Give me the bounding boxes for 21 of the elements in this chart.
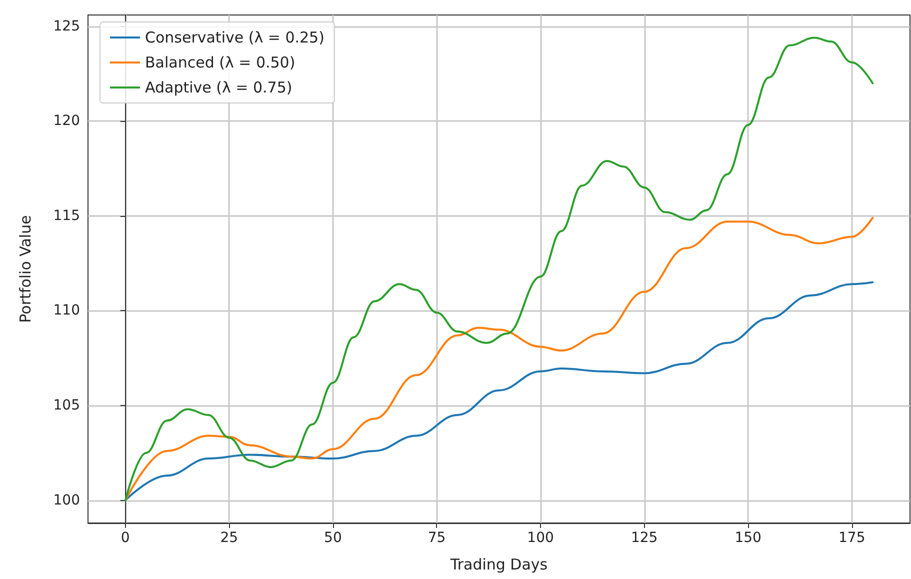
y-tick-label: 110 xyxy=(53,302,80,319)
x-tick-label: 125 xyxy=(630,530,658,546)
x-tick-label: 175 xyxy=(838,530,866,546)
line-series xyxy=(124,281,874,502)
x-tick-label: 75 xyxy=(428,530,446,546)
x-tick-label: 150 xyxy=(734,530,762,546)
y-tick-label: 120 xyxy=(53,113,80,130)
y-tick-label: 100 xyxy=(53,492,80,508)
x-tick-label: 50 xyxy=(324,530,342,546)
y-tick-label: 125 xyxy=(53,18,80,34)
legend-label: Adaptive (λ = 0.75) xyxy=(145,78,292,96)
y-tick-label: 105 xyxy=(53,397,80,414)
x-axis-title: Trading Days xyxy=(449,556,548,574)
legend-label: Balanced (λ = 0.50) xyxy=(145,54,296,72)
x-tick-label: 100 xyxy=(527,530,554,546)
legend-label: Conservative (λ = 0.25) xyxy=(145,28,324,46)
x-tick-label: 25 xyxy=(220,530,238,546)
y-axis-title: Portfolio Value xyxy=(16,215,34,323)
y-tick-label: 115 xyxy=(53,208,80,224)
line-series xyxy=(124,216,874,502)
x-tick-label: 0 xyxy=(120,530,130,546)
